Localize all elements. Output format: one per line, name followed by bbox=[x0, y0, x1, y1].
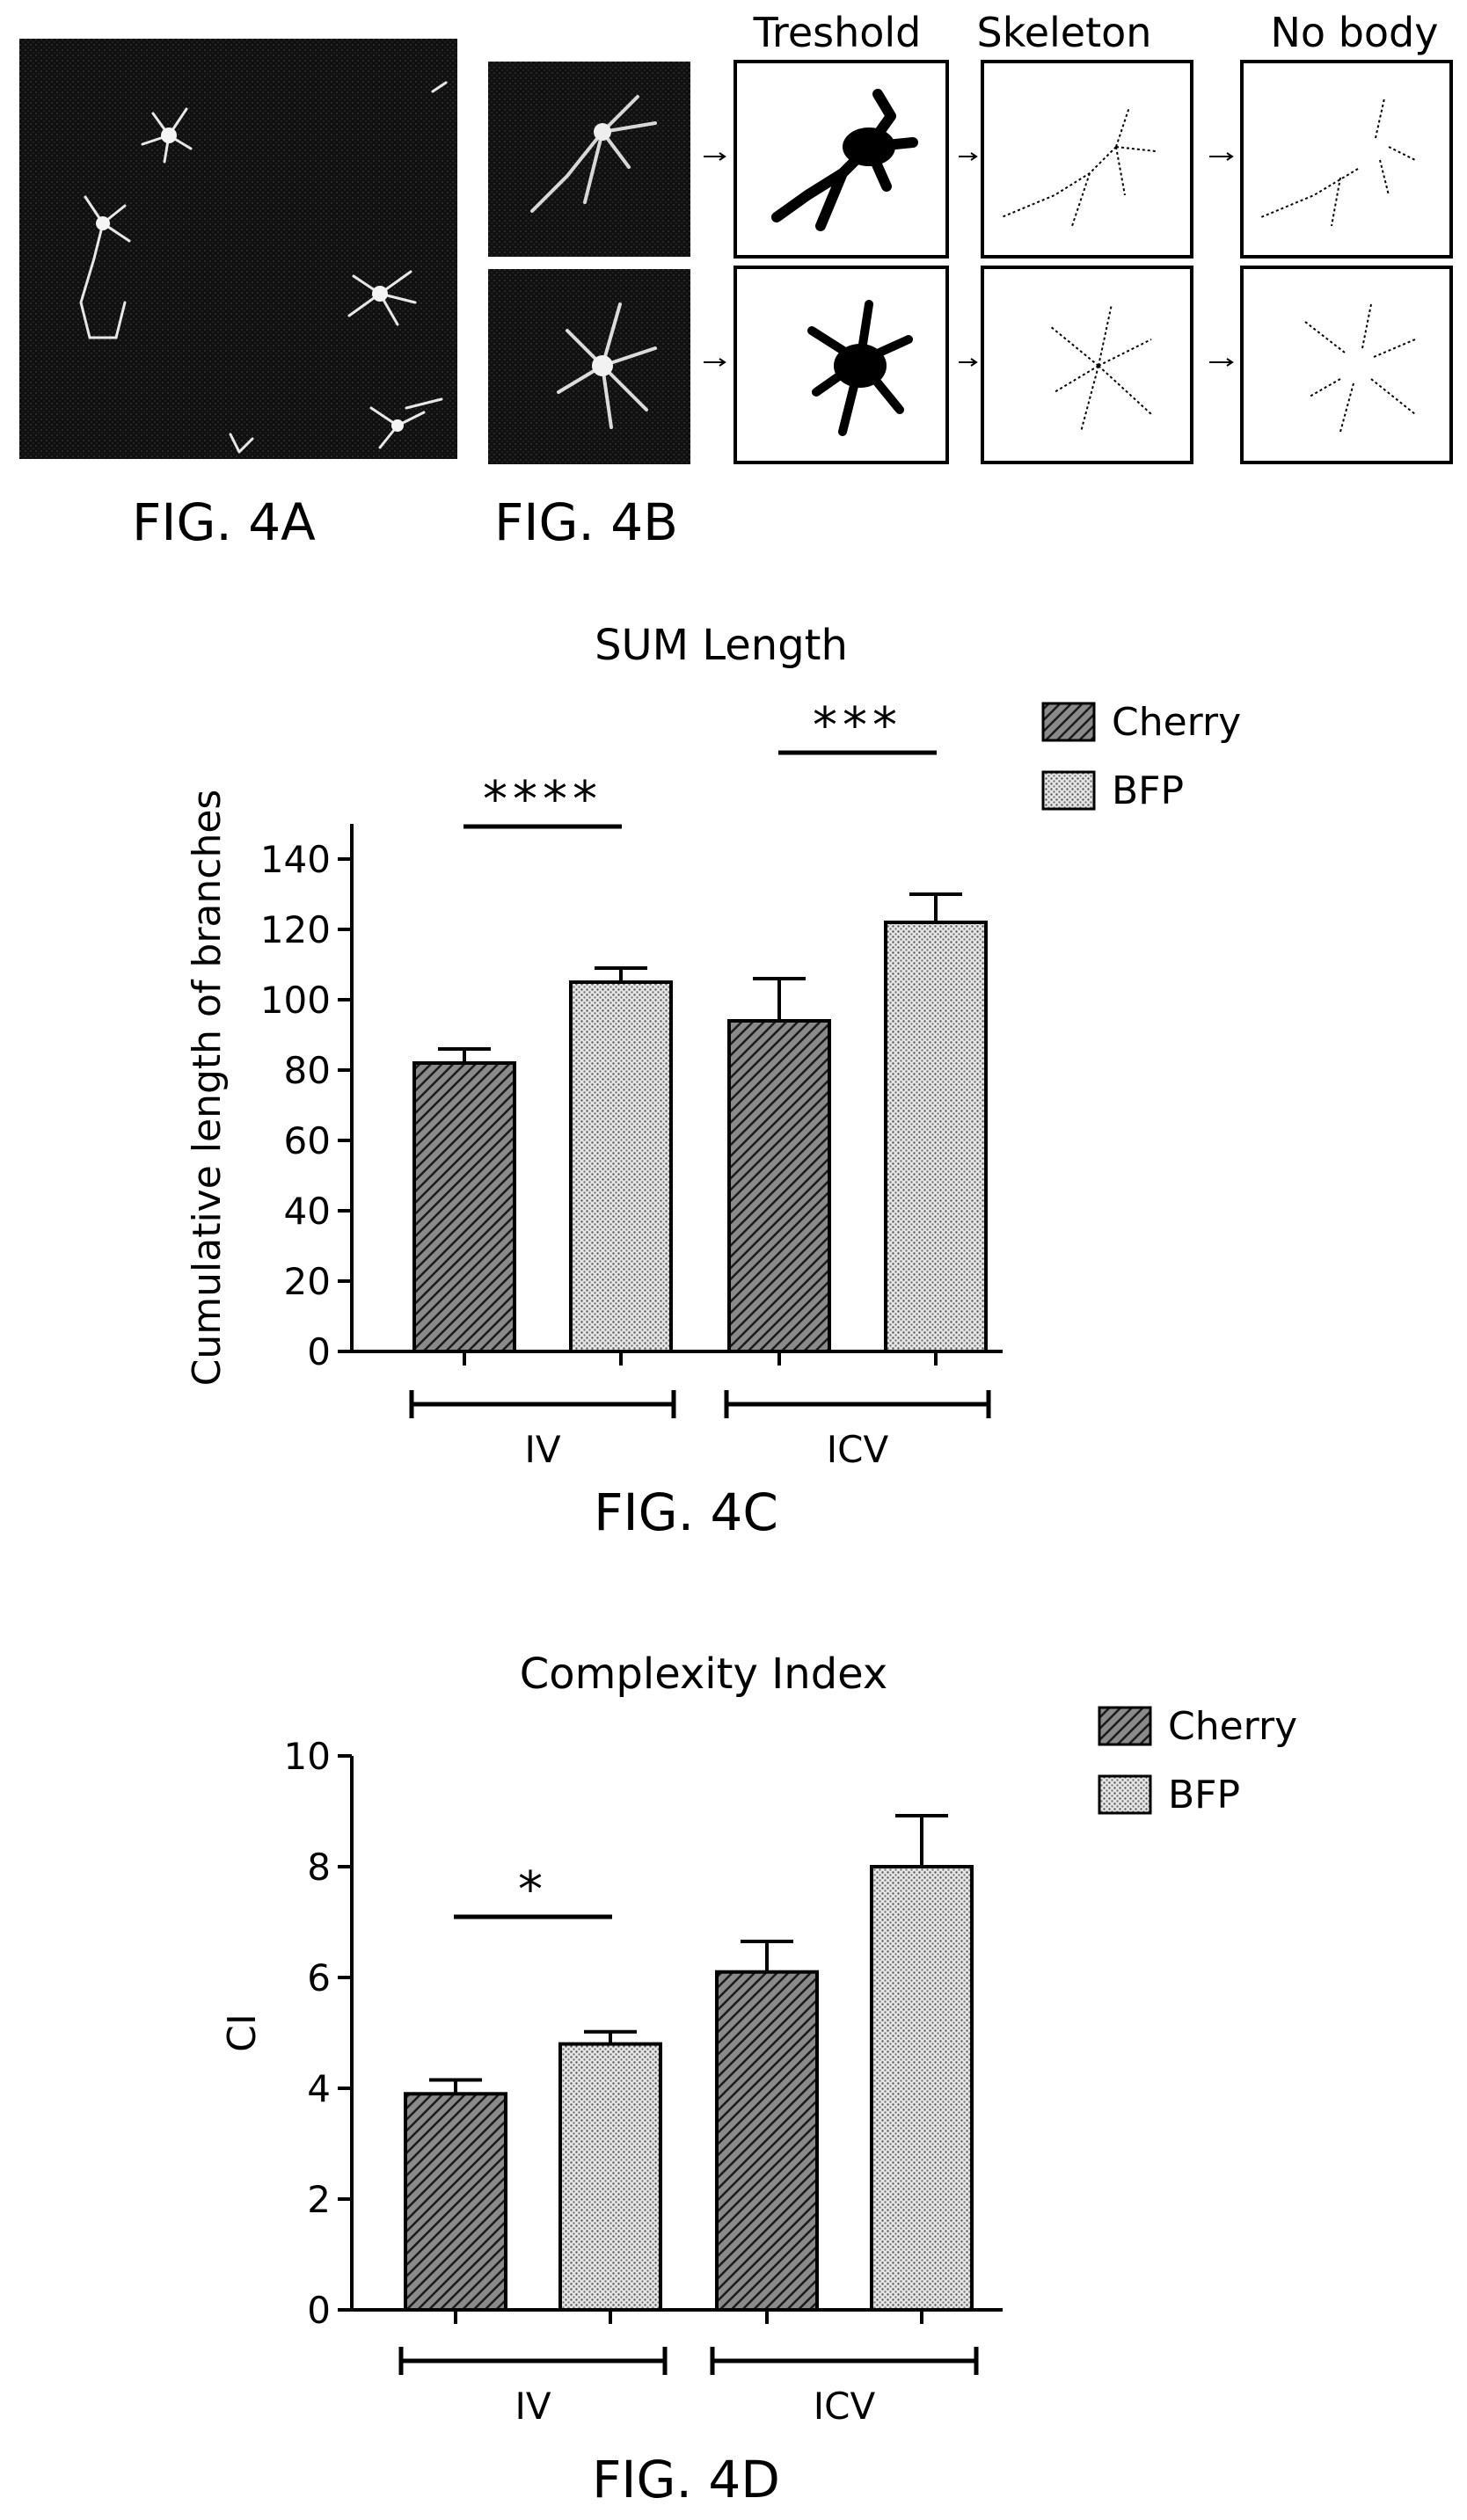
step-title-threshold: Treshold bbox=[753, 9, 922, 56]
y-axis-label: Cumulative length of branches bbox=[185, 790, 230, 1387]
chart-sum-length: SUM Length 0 20 40 60 80 100 120 140 Cumulative l… bbox=[185, 621, 1241, 1542]
figure-4a-label: FIG. 4A bbox=[132, 492, 316, 552]
y-tick-label: 20 bbox=[284, 1260, 331, 1303]
y-axis-label: CI bbox=[220, 2014, 265, 2052]
bar-bfp-icv bbox=[870, 1865, 974, 2312]
bar-bfp-icv bbox=[884, 921, 988, 1353]
microscopy-field-4a bbox=[19, 39, 457, 459]
y-tick-label: 10 bbox=[284, 1735, 331, 1778]
cell-crop-bottom-image bbox=[488, 269, 690, 464]
y-tick-label: 80 bbox=[284, 1049, 331, 1092]
y-tick-label: 60 bbox=[284, 1119, 331, 1162]
group-label-iv: IV bbox=[524, 1428, 560, 1471]
legend-label-cherry: Cherry bbox=[1168, 1704, 1297, 1749]
figure-label: FIG. 4C bbox=[594, 1482, 778, 1542]
figure-label: FIG. 4D bbox=[592, 2450, 780, 2509]
threshold-shape-top bbox=[771, 89, 918, 231]
chart-title: Complexity Index bbox=[520, 1650, 888, 1699]
arrow-icon bbox=[704, 358, 726, 367]
significance-stars: * bbox=[518, 1861, 548, 1919]
no-body-image-bottom bbox=[1240, 266, 1453, 464]
y-tick-label: 4 bbox=[307, 2067, 331, 2110]
group-label-icv: ICV bbox=[814, 2385, 876, 2428]
group-label-iv: IV bbox=[515, 2385, 551, 2428]
arrow-icon bbox=[704, 152, 726, 161]
y-tick-label: 100 bbox=[260, 979, 331, 1022]
y-tick-label: 2 bbox=[307, 2178, 331, 2221]
cell-crop-top bbox=[488, 62, 690, 257]
y-tick-label: 0 bbox=[307, 1330, 331, 1373]
step-title-skeleton: Skeleton bbox=[976, 9, 1152, 56]
threshold-image-top bbox=[734, 60, 949, 259]
legend-swatch-bfp bbox=[1098, 1774, 1152, 1815]
threshold-shape-bottom bbox=[807, 300, 913, 436]
legend-label-bfp: BFP bbox=[1168, 1773, 1240, 1817]
chart-complexity-index: Complexity Index 0 2 4 6 8 10 CI IV ICV * Cherry BFP… bbox=[220, 1650, 1297, 2509]
bar-cherry-iv bbox=[412, 1061, 516, 1353]
step-arrows bbox=[704, 152, 1234, 367]
bar-cherry-iv bbox=[404, 2092, 507, 2312]
chart-title: SUM Length bbox=[595, 621, 848, 670]
arrow-icon bbox=[959, 152, 978, 161]
cell-crop-top-image bbox=[488, 62, 690, 257]
y-tick-label: 140 bbox=[260, 838, 331, 881]
legend-label-bfp: BFP bbox=[1112, 768, 1184, 813]
arrow-icon bbox=[1209, 152, 1234, 161]
figure-4b-label: FIG. 4B bbox=[494, 492, 678, 552]
no-body-lines-bottom bbox=[1304, 303, 1416, 433]
arrow-icon bbox=[959, 358, 978, 367]
skeleton-image-top bbox=[981, 60, 1193, 259]
bar-bfp-iv bbox=[569, 980, 673, 1353]
bar-cherry-icv bbox=[715, 1970, 819, 2312]
y-tick-label: 8 bbox=[307, 1846, 331, 1889]
legend-label-cherry: Cherry bbox=[1112, 700, 1241, 745]
no-body-image-top bbox=[1240, 60, 1453, 259]
microglia-field-image bbox=[19, 39, 457, 459]
arrow-icon bbox=[1209, 358, 1234, 367]
significance-stars: **** bbox=[483, 771, 602, 828]
threshold-image-bottom bbox=[734, 266, 949, 464]
significance-stars: *** bbox=[813, 697, 902, 754]
bar-bfp-iv bbox=[558, 2042, 662, 2312]
cell-crop-bottom bbox=[488, 269, 690, 464]
legend-swatch-cherry bbox=[1041, 702, 1096, 742]
y-tick-label: 0 bbox=[307, 2289, 331, 2332]
legend-swatch-cherry bbox=[1098, 1706, 1152, 1746]
group-label-icv: ICV bbox=[827, 1428, 889, 1471]
skeleton-image-bottom bbox=[981, 266, 1193, 464]
skeleton-lines-top bbox=[1001, 106, 1157, 227]
step-title-no-body: No body bbox=[1270, 9, 1439, 56]
y-tick-label: 6 bbox=[307, 1956, 331, 1999]
y-tick-label: 120 bbox=[260, 908, 331, 951]
y-tick-label: 40 bbox=[284, 1190, 331, 1233]
legend-swatch-bfp bbox=[1041, 770, 1096, 811]
bar-cherry-icv bbox=[727, 1019, 831, 1353]
